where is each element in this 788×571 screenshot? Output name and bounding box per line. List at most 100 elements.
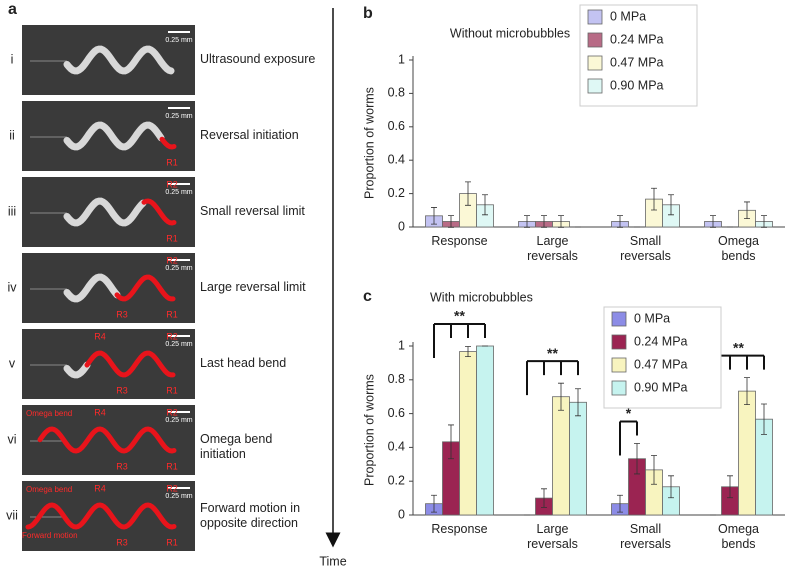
legend-swatch (587, 78, 603, 94)
error-bar (431, 494, 437, 513)
row-caption: Last head bend (200, 356, 287, 370)
chart-title: With microbubbles (430, 290, 533, 304)
significance-bracket (433, 323, 486, 358)
legend-swatch (587, 55, 603, 71)
trace-label: R1 (166, 461, 178, 471)
trace-label: R2 (166, 407, 178, 417)
error-bar (744, 201, 750, 220)
y-tick-label: 1 (398, 338, 405, 352)
error-bar (668, 194, 674, 216)
micrograph (22, 481, 195, 551)
panel-label: b (363, 5, 373, 22)
trace-label: R4 (94, 331, 106, 341)
x-tick-label: Response (431, 522, 488, 536)
y-tick-label: 0.2 (388, 186, 405, 200)
row-numeral: iv (7, 280, 17, 294)
y-tick-label: 0.4 (388, 152, 405, 166)
x-tick-label: Small reversals (620, 234, 671, 263)
error-bar (617, 215, 623, 228)
bar (738, 390, 756, 516)
significance-label: * (626, 405, 632, 421)
scale-label: 0.25 mm (165, 113, 192, 120)
error-bar (575, 388, 581, 417)
trace-label: Omega bend (26, 485, 72, 494)
legend-label: 0.90 MPa (610, 78, 664, 92)
x-tick-label: Omega bends (718, 234, 759, 263)
error-bar (558, 215, 564, 228)
row-caption: Reversal initiation (200, 128, 299, 142)
error-bar (448, 424, 454, 460)
legend-swatch (587, 9, 603, 25)
error-bar (524, 215, 530, 228)
worm-trace (114, 274, 176, 302)
legend-label: 0.24 MPa (634, 334, 688, 348)
error-bar (541, 215, 547, 228)
trace-label: R4 (94, 483, 106, 493)
trace-label: R2 (166, 255, 178, 265)
micrograph (22, 405, 195, 475)
legend-label: 0.47 MPa (610, 55, 664, 69)
worm-body (63, 121, 165, 151)
row-numeral: vii (6, 508, 18, 522)
y-tick-label: 0.6 (388, 406, 405, 420)
scale-label: 0.25 mm (165, 417, 192, 424)
x-tick-label: Large reversals (527, 522, 578, 551)
row-numeral: v (9, 356, 16, 370)
error-bar (465, 346, 471, 358)
worm-body (63, 197, 147, 227)
error-bar (744, 377, 750, 406)
significance-bracket (526, 360, 579, 396)
trace-label: Forward motion (22, 531, 78, 540)
y-tick-label: 0.6 (388, 119, 405, 133)
error-bar (448, 215, 454, 228)
x-tick-label: Omega bends (718, 522, 759, 551)
legend-label: 0 MPa (634, 311, 670, 325)
row-caption: Ultrasound exposure (200, 52, 316, 66)
error-bar (668, 475, 674, 499)
worm-body (63, 45, 175, 75)
legend-label: 0 MPa (610, 9, 646, 23)
significance-bracket (619, 420, 638, 456)
time-label: Time (319, 554, 346, 568)
error-bar (651, 455, 657, 485)
bar (476, 345, 494, 516)
row-caption: Large reversal limit (200, 280, 306, 294)
y-tick-label: 0.8 (388, 372, 405, 386)
row-numeral: ii (9, 128, 15, 142)
bar (569, 401, 587, 516)
worm-trace (141, 198, 177, 226)
legend-label: 0.47 MPa (634, 357, 688, 371)
trace-label: R2 (166, 179, 178, 189)
y-tick-label: 0.8 (388, 86, 405, 100)
x-tick-label: Response (431, 234, 488, 248)
micrograph (22, 329, 195, 399)
worm-trace (25, 502, 177, 530)
trace-label: R3 (116, 309, 128, 319)
scale-label: 0.25 mm (165, 341, 192, 348)
trace-label: R1 (166, 157, 178, 167)
legend-swatch (587, 32, 603, 48)
scale-label: 0.25 mm (165, 493, 192, 500)
significance-label: ** (733, 339, 744, 355)
error-bar (541, 488, 547, 508)
row-numeral: vi (7, 432, 16, 446)
trace-label: R2 (166, 331, 178, 341)
legend-swatch (611, 311, 627, 327)
x-tick-label: Small reversals (620, 522, 671, 551)
trace-label: R3 (116, 385, 128, 395)
trace-label: R3 (116, 537, 128, 547)
row-numeral: i (11, 52, 14, 66)
worm-body (63, 361, 91, 379)
error-bar (482, 194, 488, 216)
error-bar (634, 443, 640, 475)
y-axis-label: Proportion of worms (362, 87, 376, 199)
error-bar (761, 403, 767, 435)
significance-label: ** (547, 345, 558, 361)
bar (459, 351, 477, 516)
trace-label: R2 (166, 483, 178, 493)
trace-label: R1 (166, 233, 178, 243)
worm-trace (84, 350, 176, 378)
error-bar (710, 215, 716, 228)
row-caption: Forward motion in opposite direction (200, 501, 301, 530)
